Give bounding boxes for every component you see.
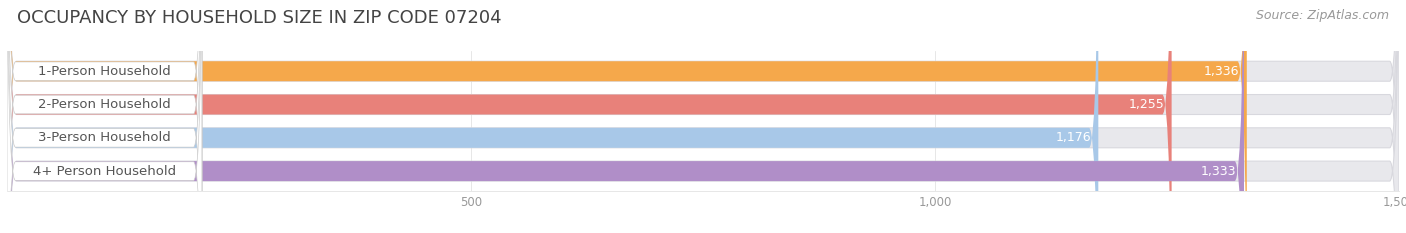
FancyBboxPatch shape <box>7 0 1247 233</box>
FancyBboxPatch shape <box>7 0 202 233</box>
Text: 1-Person Household: 1-Person Household <box>38 65 172 78</box>
FancyBboxPatch shape <box>7 0 1399 233</box>
FancyBboxPatch shape <box>7 0 202 233</box>
FancyBboxPatch shape <box>7 0 1244 233</box>
FancyBboxPatch shape <box>7 0 1399 233</box>
Text: 3-Person Household: 3-Person Household <box>38 131 172 144</box>
Text: Source: ZipAtlas.com: Source: ZipAtlas.com <box>1256 9 1389 22</box>
Text: 1,255: 1,255 <box>1129 98 1164 111</box>
FancyBboxPatch shape <box>7 0 1098 233</box>
Text: 1,176: 1,176 <box>1056 131 1091 144</box>
Text: 2-Person Household: 2-Person Household <box>38 98 172 111</box>
FancyBboxPatch shape <box>7 0 1399 233</box>
FancyBboxPatch shape <box>7 0 202 233</box>
FancyBboxPatch shape <box>7 0 202 233</box>
Text: 4+ Person Household: 4+ Person Household <box>32 164 176 178</box>
FancyBboxPatch shape <box>7 0 1171 233</box>
Text: OCCUPANCY BY HOUSEHOLD SIZE IN ZIP CODE 07204: OCCUPANCY BY HOUSEHOLD SIZE IN ZIP CODE … <box>17 9 502 27</box>
Text: 1,336: 1,336 <box>1204 65 1239 78</box>
FancyBboxPatch shape <box>7 0 1399 233</box>
Text: 1,333: 1,333 <box>1201 164 1237 178</box>
